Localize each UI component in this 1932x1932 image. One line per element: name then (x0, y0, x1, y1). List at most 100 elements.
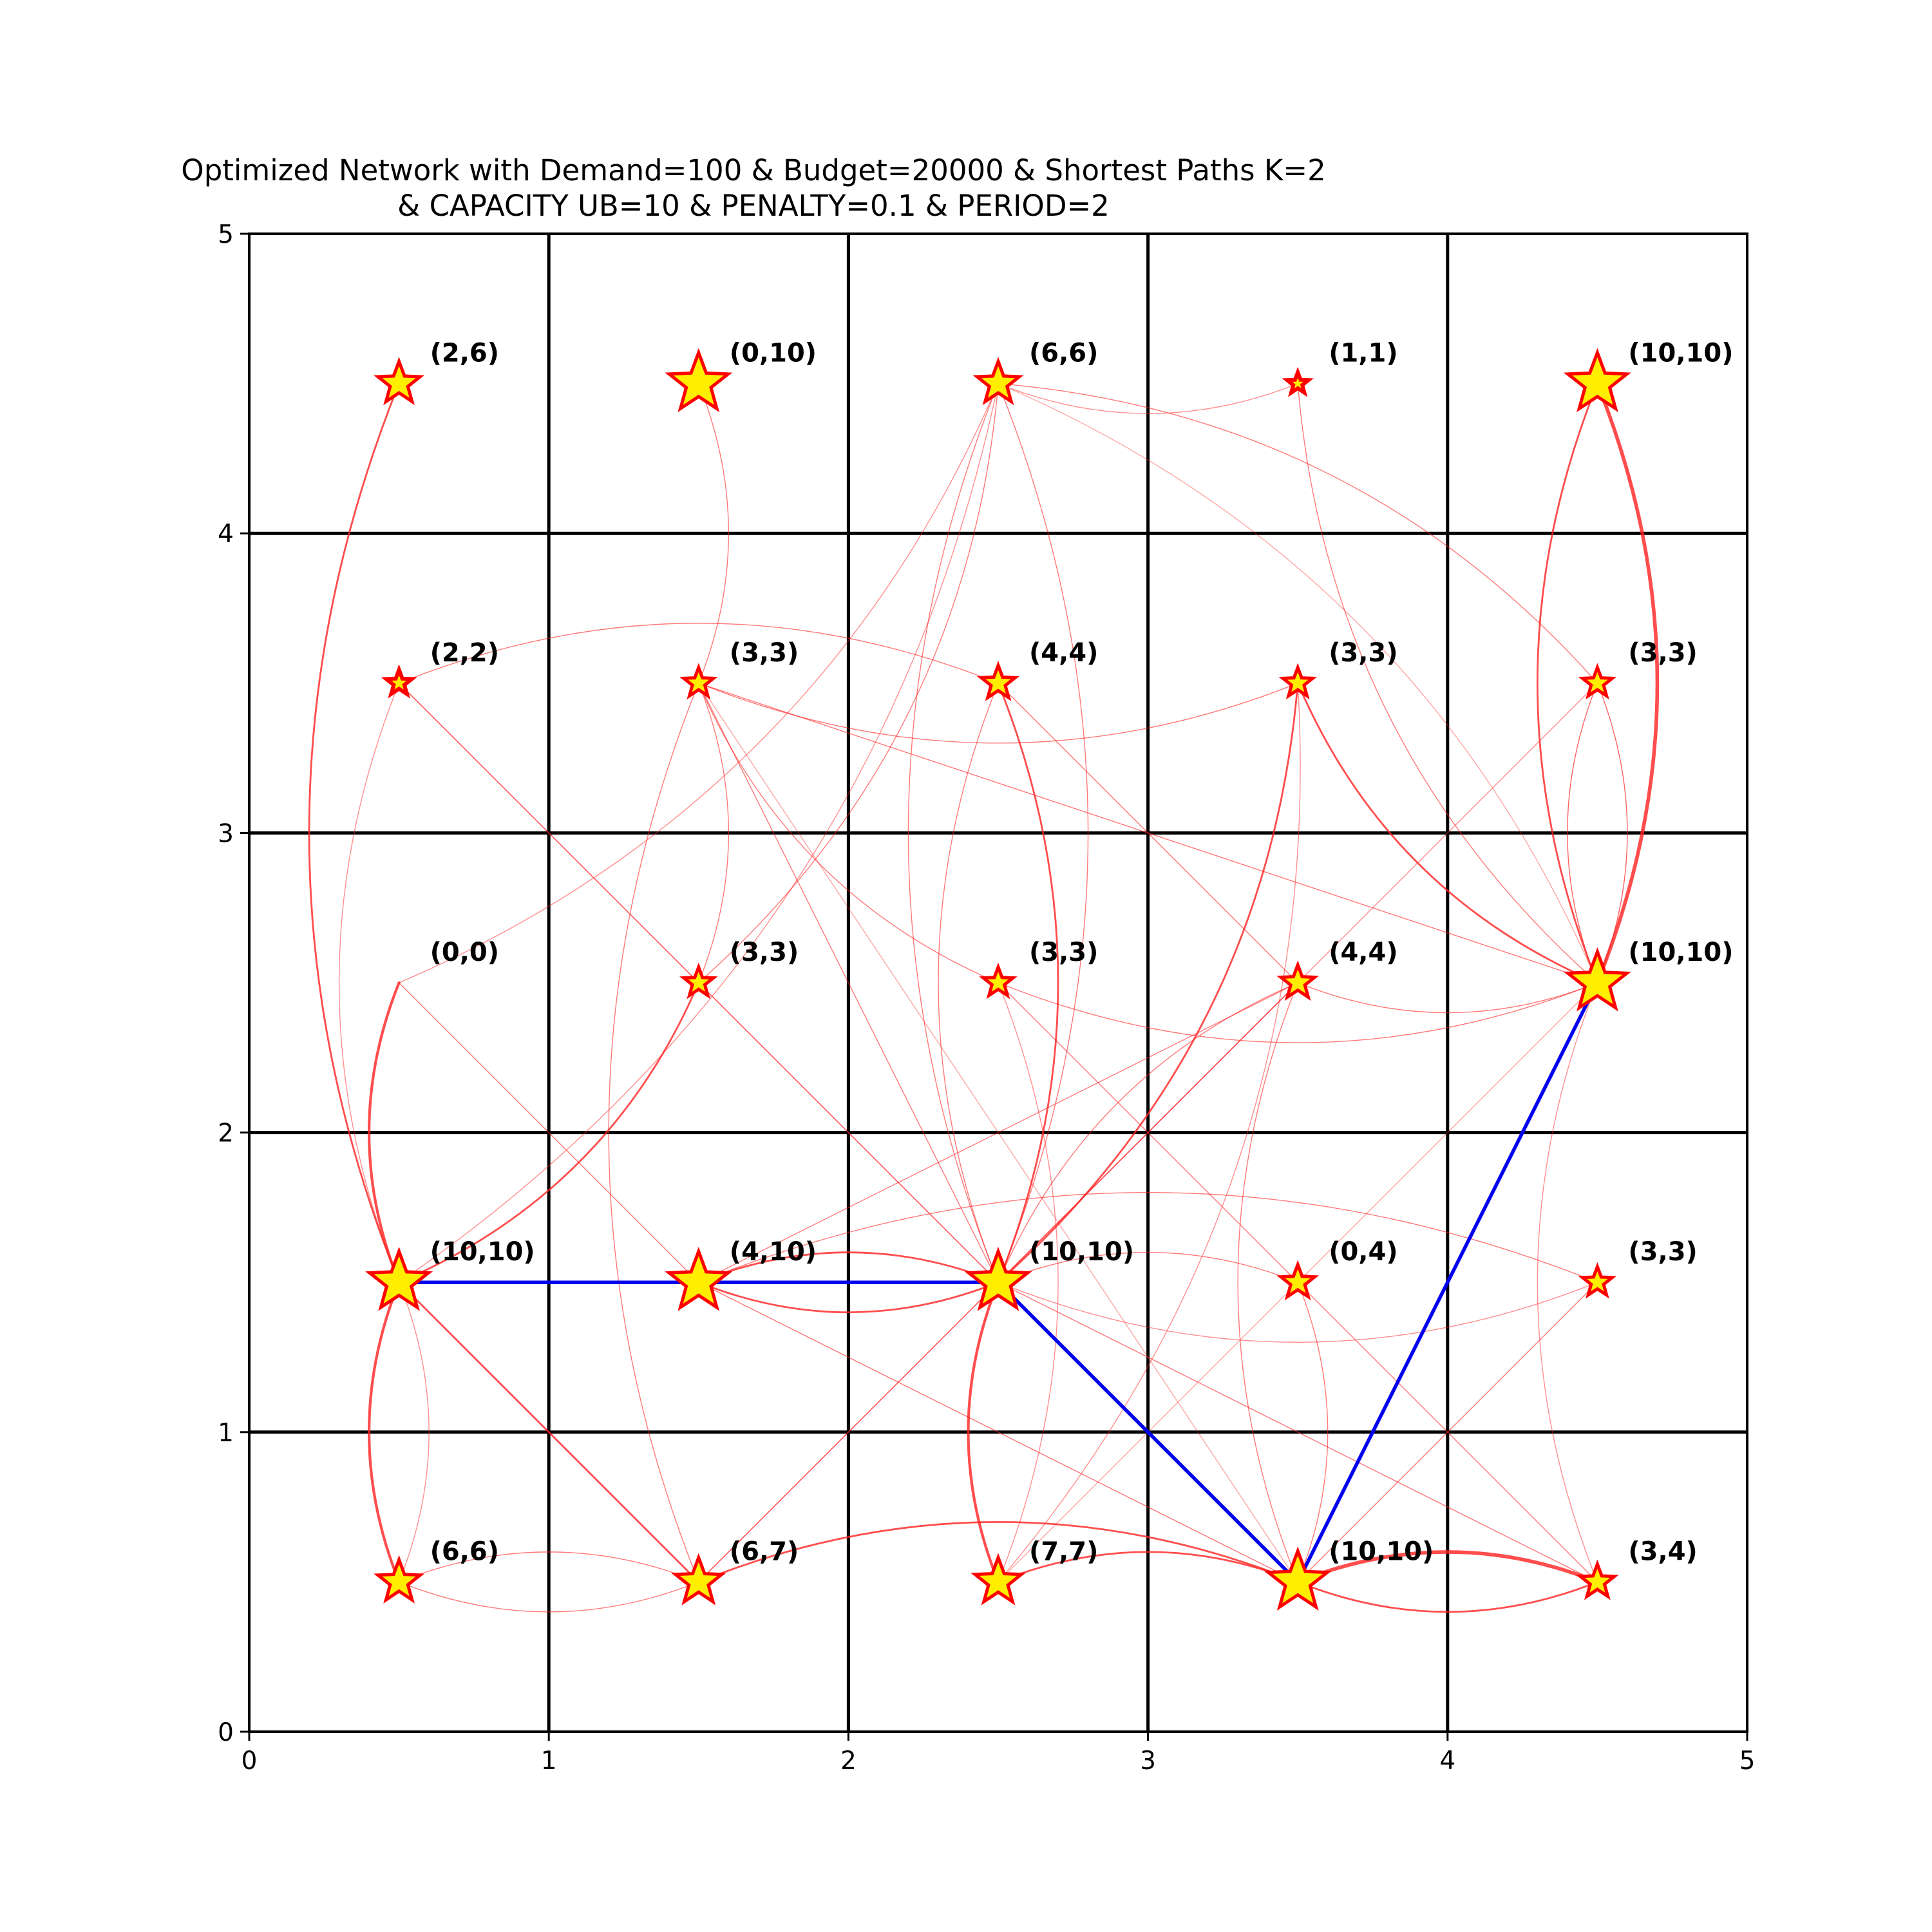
network-edge (398, 383, 999, 1283)
node-label: (3,3) (1628, 638, 1697, 668)
node-star (679, 663, 718, 700)
node-label: (10,10) (1628, 339, 1733, 368)
network-edge (338, 683, 400, 1283)
y-tick-label: 0 (218, 1718, 234, 1747)
network-edge (998, 383, 1089, 1283)
network-edge (998, 1282, 1598, 1343)
network-edge (1596, 683, 1628, 983)
network-edge (398, 683, 699, 983)
nodes (365, 348, 1631, 1611)
node-star (665, 348, 733, 413)
network-edge (1296, 1550, 1600, 1584)
network-edge (698, 1192, 1598, 1283)
network-edge (998, 683, 1301, 1583)
node-star (964, 1247, 1032, 1311)
network-edge (698, 683, 999, 1283)
x-tick-label: 5 (1739, 1747, 1756, 1776)
network-edge (1297, 1282, 1598, 1583)
node-star (365, 1247, 433, 1311)
node-label: (6,7) (730, 1537, 799, 1566)
node-label: (7,7) (1029, 1537, 1098, 1566)
network-edge (998, 383, 1598, 684)
node-star (977, 661, 1019, 701)
node-star (1276, 1260, 1320, 1301)
node-label: (3,3) (730, 638, 799, 668)
network-edge (1537, 982, 1598, 1583)
node-star (1278, 663, 1317, 700)
network-edge (998, 383, 1298, 414)
node-label: (3,3) (1029, 938, 1098, 967)
network-edge (998, 1252, 1298, 1283)
network-edge (697, 1520, 1299, 1583)
node-label: (2,6) (430, 339, 499, 368)
network-edge (998, 982, 1059, 1583)
chart-title-line-1: Optimized Network with Demand=100 & Budg… (181, 153, 1325, 187)
node-label: (10,10) (1029, 1237, 1134, 1267)
node-star (972, 357, 1024, 406)
network-edge (698, 383, 729, 684)
node-label: (4,10) (730, 1237, 817, 1267)
network-edge (938, 683, 999, 1283)
network-edge (368, 981, 401, 1284)
node-star (381, 664, 417, 699)
y-tick-label: 4 (218, 520, 234, 549)
network-edge (698, 683, 999, 983)
network-edge (698, 383, 999, 983)
network-edge (698, 683, 1298, 744)
node-star (1264, 1546, 1332, 1611)
network-edge (398, 1581, 699, 1613)
network-edge (398, 981, 700, 1283)
network-edge (608, 683, 699, 1583)
network-edge (998, 383, 1598, 983)
node-label: (2,2) (430, 638, 499, 668)
network-edge (398, 1551, 699, 1583)
node-star (1282, 366, 1314, 397)
node-label: (0,4) (1329, 1237, 1397, 1267)
network-edge (997, 682, 1059, 1283)
axes-frame (248, 232, 1748, 1733)
network-edge (368, 1281, 401, 1584)
node-star (665, 1247, 733, 1311)
network-edge (907, 383, 999, 1283)
node-star (671, 1553, 726, 1605)
node-star (1576, 1559, 1619, 1600)
node-star (1578, 663, 1617, 700)
network-edge (997, 1551, 1299, 1583)
node-label: (1,1) (1329, 339, 1397, 368)
y-tick-label: 3 (218, 819, 234, 848)
network-edge (698, 982, 1298, 1283)
x-tick-label: 1 (541, 1747, 557, 1776)
edges (308, 381, 1660, 1613)
network-edge (697, 1281, 999, 1314)
network-edge (398, 383, 999, 983)
network-edge (698, 683, 729, 983)
network-edge (698, 1282, 1298, 1583)
node-star (374, 1555, 425, 1604)
node-label: (3,3) (730, 938, 799, 967)
node-label: (3,4) (1628, 1537, 1697, 1566)
network-edge (998, 982, 1298, 1283)
network-edge (967, 1281, 1000, 1584)
node-label: (10,10) (1628, 938, 1733, 967)
node-label: (0,0) (430, 938, 499, 967)
node-label: (10,10) (1329, 1537, 1434, 1566)
network-edge (308, 383, 400, 1283)
network-edge (998, 683, 1298, 983)
axes: 0 1 2 3 4 5 0 1 2 3 4 5 (218, 220, 1755, 1776)
network-edge (998, 982, 1598, 1043)
y-tick-label: 5 (218, 220, 234, 249)
node-star (1563, 348, 1631, 413)
node-star (1563, 947, 1631, 1012)
network-edge (698, 982, 999, 1283)
network-edge (1567, 683, 1598, 983)
chart-title-line-2: & CAPACITY UB=10 & PENALTY=0.1 & PERIOD=… (397, 189, 1110, 223)
node-star (679, 962, 718, 999)
x-tick-label: 0 (242, 1747, 258, 1776)
node-star (971, 1553, 1026, 1605)
network-edge (398, 623, 999, 684)
node-label: (3,3) (1628, 1237, 1697, 1267)
network-edge (997, 682, 1299, 1283)
node-label: (6,6) (1029, 339, 1098, 368)
network-edge (1297, 383, 1598, 983)
